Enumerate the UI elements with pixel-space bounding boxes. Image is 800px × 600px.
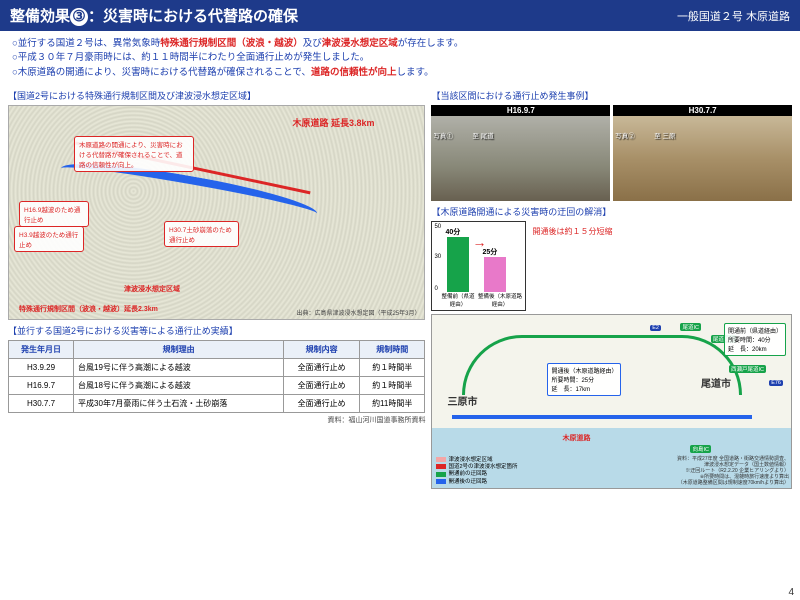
table-row: H3.9.29台風19号に伴う高潮による越波全面通行止め約１時間半 <box>9 358 425 376</box>
bullet: ○木原道路の開通により、災害時における代替路が確保されることで、道路の信頼性が向… <box>12 66 788 80</box>
th: 規制理由 <box>74 340 284 358</box>
y-50: 50 <box>434 224 441 230</box>
map1: 木原道路 延長3.8km 木原道路の開通により、災害時における代替路が確保される… <box>8 105 425 320</box>
table-row: H16.9.7台風18号に伴う高潮による越波全面通行止め約１時間半 <box>9 376 425 394</box>
th: 発生年月日 <box>9 340 74 358</box>
photo: H30.7.7写真② 至 三原 <box>613 105 792 201</box>
map1-title: 【国道2号における特殊通行規制区間及び津波浸水想定区域】 <box>8 89 425 102</box>
bar2-label: 整備後（木原道路経由） <box>477 292 522 308</box>
photo: H16.9.7写真① 至 尾道 <box>431 105 610 201</box>
info-before: 開通前（県道経由）所要時間：40分延 長：20km <box>724 323 786 356</box>
ic-nishiseto: 西瀬戸尾道IC <box>729 365 766 373</box>
kihara-label: 木原道路 <box>562 433 590 443</box>
y-0: 0 <box>434 286 437 292</box>
e76: E76 <box>769 380 783 386</box>
city-onomichi: 尾道市 <box>701 375 731 390</box>
th: 規制内容 <box>284 340 360 358</box>
photos-title: 【当該区間における通行止め発生事例】 <box>431 89 792 102</box>
y-30: 30 <box>434 254 441 260</box>
special-label: 特殊通行規制区間（波浪・越波）延長2.3km <box>19 304 158 314</box>
bullet: ○平成３０年７月豪雨時には、約１１時間半にわたり全面通行止めが発生しました。 <box>12 51 788 65</box>
ext-label: 木原道路 延長3.8km <box>292 116 374 129</box>
header: 整備効果③：災害時における代替路の確保 一般国道２号 木原道路 <box>0 0 800 31</box>
chart-note: 開通後は約１５分短縮 <box>532 226 612 237</box>
label-h307: H30.7土砂崩落のため通行止め <box>164 221 239 247</box>
bullet: ○並行する国道２号は、異常気象時特殊通行規制区間（波浪・越波）及び津波浸水想定区… <box>12 37 788 51</box>
info-after: 開通後（木原道路経由）所要時間：25分延 長：17km <box>547 363 621 396</box>
bar1-val: 40分 <box>445 227 460 237</box>
photos: H16.9.7写真① 至 尾道H30.7.7写真② 至 三原 <box>431 105 792 201</box>
th: 規制時間 <box>359 340 425 358</box>
tsunami-label: 津波浸水想定区域 <box>124 284 180 294</box>
label-h169: H16.9越波のため通行止め <box>19 201 89 227</box>
map2: 三原市 尾道市 木原道路 尾道IC 尾道JCT 西瀬戸尾道IC 向島IC E2 … <box>431 314 792 489</box>
bar1-label: 整備前（県道経由） <box>440 292 475 308</box>
page-number: 4 <box>788 587 794 598</box>
e2: E2 <box>650 325 661 331</box>
closure-table: 発生年月日規制理由規制内容規制時間 H3.9.29台風19号に伴う高潮による越波… <box>8 340 425 413</box>
balloon: 木原道路の開通により、災害時における代替路が確保されることで、道路の信頼性が向上… <box>74 136 194 172</box>
chart-title: 【木原道路開通による災害時の迂回の解消】 <box>431 205 792 218</box>
table-row: H30.7.7平成30年7月豪雨に伴う土石流・土砂崩落全面通行止め約11時間半 <box>9 394 425 412</box>
map1-source: 出典：広島県津波浸水想定図（平成25年3月） <box>296 308 420 317</box>
route-name: 一般国道２号 木原道路 <box>677 8 790 24</box>
ic-onomichi: 尾道IC <box>680 323 701 331</box>
table-title: 【並行する国道2号における災害等による通行止め実績】 <box>8 324 425 337</box>
bullet-list: ○並行する国道２号は、異常気象時特殊通行規制区間（波浪・越波）及び津波浸水想定区… <box>0 31 800 86</box>
legend: 津波浸水想定区域国道2号の津波浸水想定箇所開通前の迂回路開通後の迂回路 <box>436 457 517 486</box>
label-h39: H3.9越波のため通行止め <box>14 226 84 252</box>
city-mihara: 三原市 <box>447 393 477 408</box>
map2-source: 資料：平成27年度 全国道路・街路交通情勢調査、津波浸水想定データ（国土数値情報… <box>677 456 789 486</box>
bar-chart: 50 30 0 40分 25分 → 整備前（県道経由） 整備後（木原道路経由） <box>431 221 526 311</box>
table-source: 資料：福山河川国道事務所資料 <box>8 415 425 425</box>
page-title: 整備効果③：災害時における代替路の確保 <box>10 5 298 26</box>
ic-mukaishima: 向島IC <box>690 445 711 453</box>
